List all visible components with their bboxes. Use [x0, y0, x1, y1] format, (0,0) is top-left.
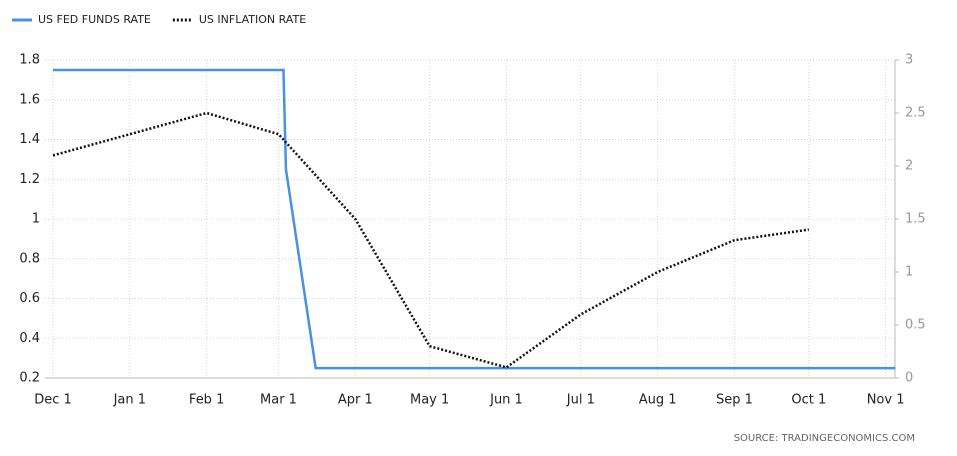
y-tick-label: 0.8	[19, 251, 40, 266]
y-tick-label: 1.6	[19, 92, 40, 107]
x-tick-label: Jul 1	[566, 393, 595, 408]
x-tick-label: Feb 1	[189, 393, 224, 408]
y2-tick-label: 1.5	[905, 212, 926, 227]
legend-label: US INFLATION RATE	[199, 13, 306, 26]
y-tick-label: 1.4	[19, 132, 40, 147]
x-tick-label: Mar 1	[260, 393, 297, 408]
x-tick-label: Jan 1	[113, 393, 146, 408]
y2-tick-label: 2.5	[905, 106, 926, 121]
y2-tick-label: 3	[905, 53, 913, 68]
source: SOURCE: TRADINGECONOMICS.COM	[734, 433, 915, 444]
x-tick-label: Dec 1	[34, 393, 72, 408]
x-tick-label: Aug 1	[639, 393, 677, 408]
y2-tick-label: 0.5	[905, 318, 926, 333]
y-tick-label: 1.2	[19, 172, 40, 187]
x-tick-label: Nov 1	[867, 393, 905, 408]
x-tick-label: Jun 1	[489, 393, 523, 408]
y-tick-label: 1.8	[19, 53, 40, 68]
x-tick-label: Sep 1	[716, 393, 753, 408]
y-tick-label: 0.4	[19, 331, 40, 346]
x-tick-label: Apr 1	[338, 393, 373, 408]
series-line	[53, 68, 896, 370]
series-line	[52, 111, 809, 369]
legend-label: US FED FUNDS RATE	[38, 13, 151, 26]
y-tick-label: 0.6	[19, 291, 40, 306]
y2-tick-label: 2	[905, 159, 913, 174]
x-tick-label: May 1	[410, 393, 449, 408]
x-tick-label: Oct 1	[791, 393, 826, 408]
y-tick-label: 1	[32, 212, 40, 227]
y2-tick-label: 1	[905, 265, 913, 280]
y2-tick-label: 0	[905, 371, 913, 386]
y-tick-label: 0.2	[19, 371, 40, 386]
